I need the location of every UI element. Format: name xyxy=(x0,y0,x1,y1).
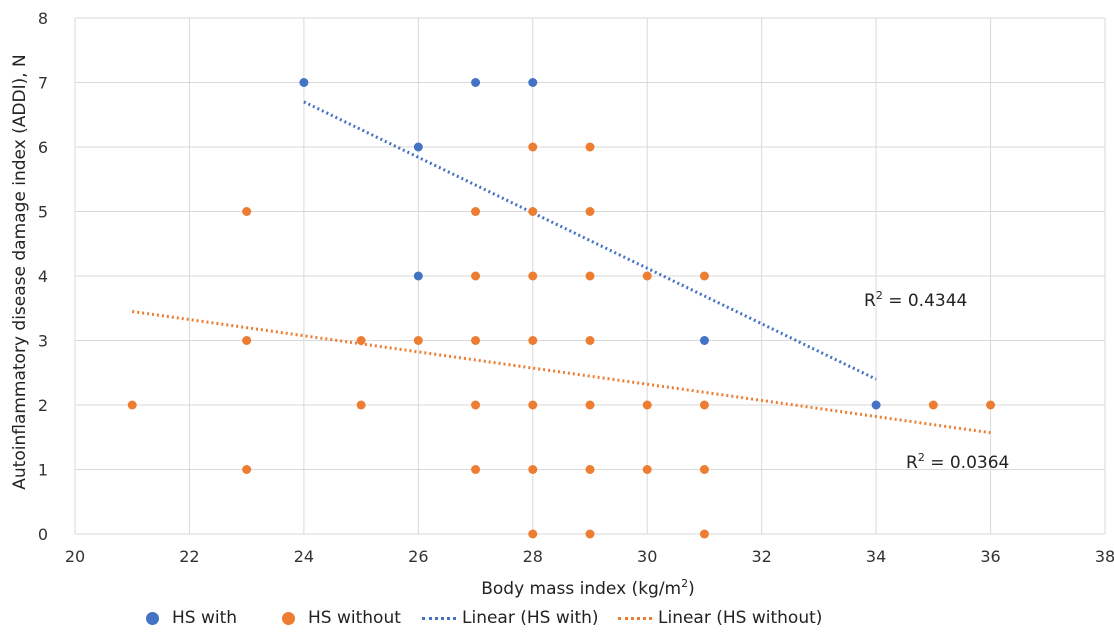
legend-line-linear-hs-without xyxy=(618,616,652,620)
point-hs-without xyxy=(642,400,652,410)
x-tick-label: 36 xyxy=(980,547,1000,566)
point-hs-without xyxy=(585,142,595,152)
y-tick-label: 4 xyxy=(38,267,48,286)
point-hs-with xyxy=(871,400,881,410)
legend-label-linear-hs-with: Linear (HS with) xyxy=(462,608,599,628)
legend-label-hs-without: HS without xyxy=(308,608,401,628)
point-hs-with xyxy=(413,142,423,152)
point-hs-without xyxy=(528,400,538,410)
point-hs-without xyxy=(528,336,538,345)
point-hs-with xyxy=(299,78,309,87)
point-hs-without xyxy=(642,465,652,474)
point-hs-without xyxy=(242,336,252,345)
point-hs-without xyxy=(413,336,423,345)
point-hs-with xyxy=(471,78,481,87)
x-tick-label: 32 xyxy=(751,547,771,566)
point-hs-without xyxy=(528,142,538,152)
r2-label-hs-without: R2 = 0.0364 xyxy=(906,451,1009,473)
y-tick-label: 6 xyxy=(38,138,48,157)
legend-line-linear-hs-with xyxy=(422,616,456,620)
y-tick-label: 2 xyxy=(38,396,48,415)
point-hs-without xyxy=(585,400,595,410)
y-tick-label: 5 xyxy=(38,203,48,222)
point-hs-without xyxy=(471,207,481,216)
trendline-hs-without xyxy=(132,309,991,435)
point-hs-with xyxy=(699,336,709,345)
legend-label-linear-hs-without: Linear (HS without) xyxy=(658,608,823,628)
point-hs-without xyxy=(471,271,481,281)
point-hs-without xyxy=(242,207,252,216)
y-tick-label: 3 xyxy=(38,332,48,351)
y-tick-label: 0 xyxy=(38,525,48,544)
x-axis-title: Body mass index (kg/m2) xyxy=(481,577,695,599)
point-hs-without xyxy=(699,271,709,281)
point-hs-without xyxy=(356,400,366,410)
point-hs-without xyxy=(528,207,538,216)
r2-label-hs-with: R2 = 0.4344 xyxy=(864,289,967,311)
legend-item-hs-without: HS without xyxy=(282,608,401,628)
point-hs-without xyxy=(528,465,538,474)
point-hs-without xyxy=(642,271,652,281)
x-tick-labels: 20 22 24 26 28 30 32 34 36 38 xyxy=(65,547,1114,566)
legend-marker-hs-with xyxy=(146,611,159,625)
x-tick-label: 28 xyxy=(523,547,543,566)
x-tick-label: 30 xyxy=(637,547,657,566)
point-hs-without xyxy=(699,529,709,539)
y-tick-label: 7 xyxy=(38,74,48,93)
y-tick-labels: 0 1 2 3 4 5 6 7 8 xyxy=(38,9,48,544)
point-hs-without xyxy=(585,529,595,539)
point-hs-without xyxy=(986,400,996,410)
point-hs-without xyxy=(699,465,709,474)
point-hs-with xyxy=(413,271,423,281)
x-tick-label: 26 xyxy=(408,547,428,566)
legend-item-linear-hs-with: Linear (HS with) xyxy=(422,608,599,628)
trendline-hs-with xyxy=(303,100,877,381)
legend-item-linear-hs-without: Linear (HS without) xyxy=(618,608,822,628)
point-hs-without xyxy=(585,207,595,216)
legend: HS with HS without Linear (HS with) Line… xyxy=(0,608,1114,634)
data-points xyxy=(127,78,996,539)
x-tick-label: 22 xyxy=(179,547,199,566)
point-hs-with xyxy=(528,78,538,87)
point-hs-without xyxy=(356,336,366,345)
point-hs-without xyxy=(585,271,595,281)
y-tick-label: 1 xyxy=(38,461,48,480)
point-hs-without xyxy=(528,271,538,281)
point-hs-without xyxy=(471,465,481,474)
point-hs-without xyxy=(928,400,938,410)
x-tick-label: 34 xyxy=(866,547,886,566)
point-hs-without xyxy=(585,336,595,345)
legend-marker-hs-without xyxy=(282,611,295,625)
point-hs-without xyxy=(471,400,481,410)
legend-label-hs-with: HS with xyxy=(172,608,238,628)
x-tick-label: 24 xyxy=(294,547,314,566)
point-hs-without xyxy=(585,465,595,474)
y-tick-label: 8 xyxy=(38,9,48,28)
x-tick-label: 38 xyxy=(1095,547,1114,566)
trendlines xyxy=(132,100,991,435)
x-tick-label: 20 xyxy=(65,547,85,566)
point-hs-without xyxy=(242,465,252,474)
point-hs-without xyxy=(528,529,538,539)
point-hs-without xyxy=(127,400,137,410)
legend-item-hs-with: HS with xyxy=(146,608,237,628)
point-hs-without xyxy=(699,400,709,410)
y-axis-title: Autoinflammatory disease damage index (A… xyxy=(10,54,30,489)
point-hs-without xyxy=(471,336,481,345)
